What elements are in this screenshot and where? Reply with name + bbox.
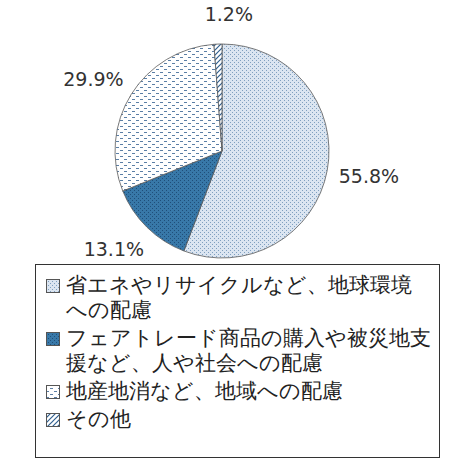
data-label: 13.1% bbox=[84, 238, 144, 260]
legend-swatch bbox=[46, 332, 60, 346]
slices bbox=[115, 44, 329, 258]
data-label: 1.2% bbox=[205, 3, 253, 25]
legend-swatch bbox=[46, 279, 60, 293]
legend-swatch-box bbox=[47, 414, 60, 427]
legend-item: フェアトレード商品の購入や被災地支援など、人や社会への配慮 bbox=[46, 326, 433, 376]
legend-swatch-box bbox=[47, 386, 60, 399]
legend-label: フェアトレード商品の購入や被災地支援など、人や社会への配慮 bbox=[66, 326, 433, 376]
pie-slice bbox=[115, 44, 222, 191]
data-label: 55.8% bbox=[339, 165, 399, 187]
legend-label: 地産地消など、地域への配慮 bbox=[66, 379, 343, 404]
data-label: 29.9% bbox=[63, 68, 123, 90]
legend: 省エネやリサイクルなど、地球環境への配慮フェアトレード商品の購入や被災地支援など… bbox=[35, 264, 440, 458]
legend-label: 省エネやリサイクルなど、地球環境への配慮 bbox=[66, 273, 433, 323]
pie-slice bbox=[214, 44, 222, 151]
legend-item: その他 bbox=[46, 407, 433, 432]
legend-swatch-box bbox=[47, 280, 60, 293]
legend-item: 省エネやリサイクルなど、地球環境への配慮 bbox=[46, 273, 433, 323]
legend-label: その他 bbox=[66, 407, 131, 432]
data-labels: 55.8% 13.1% 29.9% 1.2% bbox=[63, 3, 399, 260]
legend-swatch bbox=[46, 413, 60, 427]
pie-chart: 55.8% 13.1% 29.9% 1.2% bbox=[0, 0, 470, 264]
legend-swatch bbox=[46, 385, 60, 399]
legend-item: 地産地消など、地域への配慮 bbox=[46, 379, 433, 404]
legend-swatch-box bbox=[47, 333, 60, 346]
